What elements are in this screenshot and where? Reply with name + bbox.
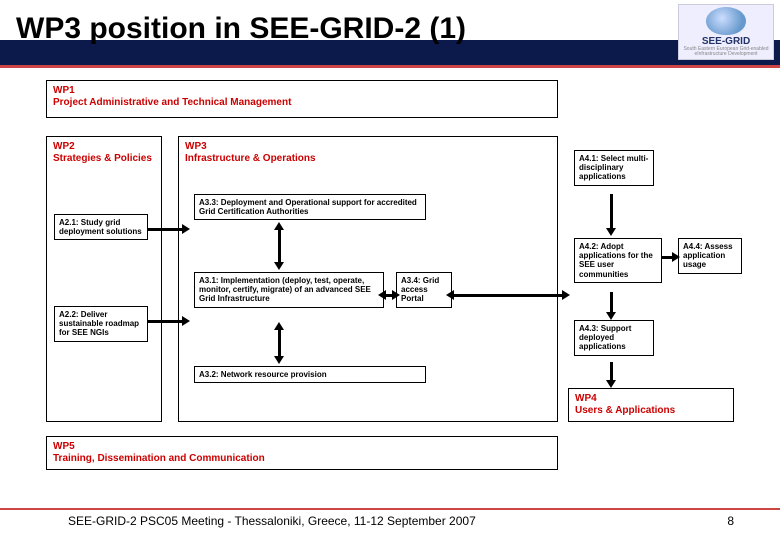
arrowhead-icon [606, 228, 616, 236]
wp2-code: WP2 [53, 141, 75, 152]
slide-footer: SEE-GRID-2 PSC05 Meeting - Thessaloniki,… [0, 508, 780, 534]
arrow-a34-a42 [452, 294, 564, 297]
arrowhead-icon [378, 290, 386, 300]
a33-box: A3.3: Deployment and Operational support… [194, 194, 426, 220]
globe-icon [706, 7, 746, 35]
a34-box: A3.4: Grid access Portal [396, 272, 452, 308]
arrowhead-icon [274, 356, 284, 364]
wp2-title: Strategies & Policies [53, 153, 152, 164]
a41-box: A4.1: Select multi-disciplinary applicat… [574, 150, 654, 186]
arrow-a42-a43 [610, 292, 613, 314]
wp3-code: WP3 [185, 141, 207, 152]
a43-box: A4.3: Support deployed applications [574, 320, 654, 356]
see-grid-logo: SEE-GRID South Eastern European Grid-ena… [678, 4, 774, 60]
wp5-title: Training, Dissemination and Communicatio… [53, 453, 265, 464]
page-number: 8 [727, 514, 734, 528]
footer-text: SEE-GRID-2 PSC05 Meeting - Thessaloniki,… [68, 514, 476, 528]
arrowhead-icon [274, 262, 284, 270]
arrowhead-icon [446, 290, 454, 300]
wp5-code: WP5 [53, 441, 75, 452]
arrowhead-icon [392, 290, 400, 300]
arrow-a22-a31 [148, 320, 184, 323]
a21-box: A2.1: Study grid deployment solutions [54, 214, 148, 240]
a42-box: A4.2: Adopt applications for the SEE use… [574, 238, 662, 283]
arrowhead-icon [182, 224, 190, 234]
arrowhead-icon [672, 252, 680, 262]
wp4-code: WP4 [575, 393, 597, 404]
wp4-box: WP4 Users & Applications [568, 388, 734, 422]
arrow-a43-wp4 [610, 362, 613, 382]
wp1-box: WP1 Project Administrative and Technical… [46, 80, 558, 118]
arrow-a21-a31 [148, 228, 184, 231]
arrowhead-icon [562, 290, 570, 300]
arrowhead-icon [274, 322, 284, 330]
wp3-title: Infrastructure & Operations [185, 153, 316, 164]
a44-box: A4.4: Assess application usage [678, 238, 742, 274]
wp4-title: Users & Applications [575, 405, 675, 416]
arrow-a33-a31 [278, 228, 281, 264]
a22-box: A2.2: Deliver sustainable roadmap for SE… [54, 306, 148, 342]
arrowhead-icon [606, 380, 616, 388]
wp1-title: Project Administrative and Technical Man… [53, 97, 291, 108]
arrow-a41-a42 [610, 194, 613, 230]
logo-tagline: South Eastern European Grid-enabled eInf… [679, 47, 773, 57]
arrowhead-icon [606, 312, 616, 320]
a31-box: A3.1: Implementation (deploy, test, oper… [194, 272, 384, 308]
wp2-box: WP2 Strategies & Policies [46, 136, 162, 422]
arrowhead-icon [274, 222, 284, 230]
a32-box: A3.2: Network resource provision [194, 366, 426, 383]
arrow-a31-a32 [278, 328, 281, 358]
arrowhead-icon [182, 316, 190, 326]
wp5-box: WP5 Training, Dissemination and Communic… [46, 436, 558, 470]
slide-title: WP3 position in SEE-GRID-2 (1) [16, 12, 466, 46]
wp1-code: WP1 [53, 85, 75, 96]
